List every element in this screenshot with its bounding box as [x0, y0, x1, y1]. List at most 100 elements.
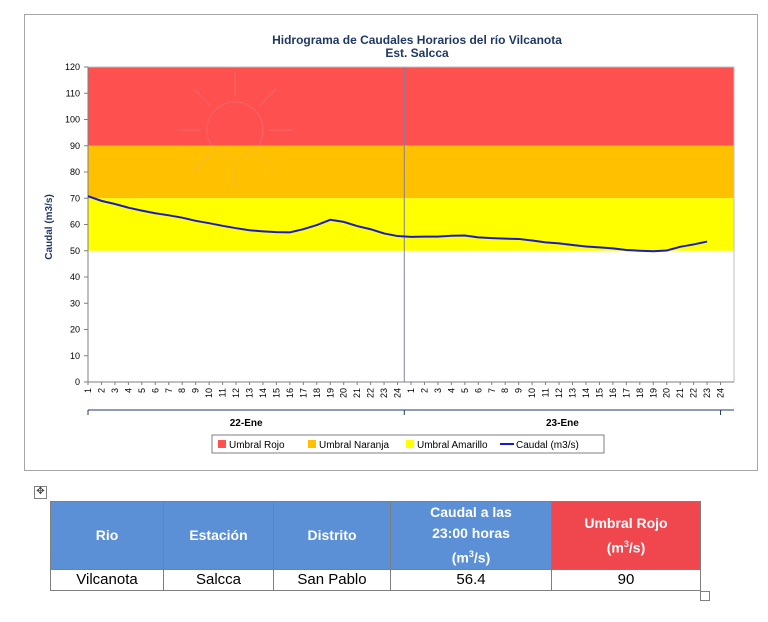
watermark-ray — [193, 153, 212, 172]
x-tick-label: 17 — [621, 388, 631, 398]
x-tick-label: 24 — [393, 388, 403, 398]
band-umbral-rojo — [88, 67, 734, 146]
x-tick-label: 16 — [608, 388, 618, 398]
watermark-ray — [193, 88, 212, 107]
header-caudal-line2: 23:00 horas — [432, 525, 510, 541]
x-tick-label: 5 — [137, 388, 147, 393]
day-label: 22-Ene — [230, 418, 263, 429]
x-tick-label: 3 — [110, 388, 120, 393]
cell-distrito: San Pablo — [273, 568, 391, 591]
cell-estacion: Salcca — [163, 568, 274, 591]
x-tick-label: 5 — [460, 388, 470, 393]
header-caudal-line1: Caudal a las — [430, 504, 512, 520]
x-tick-label: 2 — [96, 388, 106, 393]
move-arrows-icon[interactable]: ✥ — [34, 486, 47, 499]
x-tick-label: 22 — [689, 388, 699, 398]
x-tick-label: 12 — [231, 388, 241, 398]
watermark-ray — [258, 153, 277, 172]
x-tick-label: 20 — [662, 388, 672, 398]
legend-item-umbral-amarillo-swatch — [406, 440, 414, 448]
watermark-ray — [258, 88, 277, 107]
header-caudal-unit-sup: 3 — [468, 549, 474, 559]
chart-legend: Umbral Rojo Umbral Naranja Umbral Amarillo… — [211, 434, 605, 454]
header-umbral-unit-sup: 3 — [623, 538, 629, 549]
y-tick-label: 40 — [70, 272, 80, 282]
y-tick-label: 110 — [66, 88, 80, 98]
cell-rio: Vilcanota — [50, 568, 164, 591]
header-rio: Rio — [50, 501, 164, 570]
x-tick-label: 14 — [581, 388, 591, 398]
x-tick-label: 11 — [541, 388, 551, 397]
x-tick-label: 4 — [123, 388, 133, 393]
x-tick-label: 1 — [406, 388, 416, 393]
y-tick-label: 100 — [65, 115, 80, 125]
hydrograph-chart: Hidrograma de Caudales Horarios del río … — [44, 33, 735, 454]
x-tick-label: 10 — [204, 388, 214, 398]
x-tick-label: 24 — [716, 388, 726, 398]
resize-square-icon[interactable] — [700, 591, 710, 601]
day-label: 23-Ene — [546, 418, 579, 429]
header-umbral-unit-a: (m — [606, 539, 624, 556]
x-tick-label: 23 — [379, 388, 389, 398]
chart-title: Hidrograma de Caudales Horarios del río … — [272, 33, 562, 47]
x-tick-label: 18 — [635, 388, 645, 398]
cell-caudal: 56.4 — [390, 568, 552, 591]
x-tick-label: 11 — [218, 388, 228, 397]
x-axis: 1 2 3 4 5 6 7 8 9 10 11 12 13 14 15 16 17 18 19 20 21 22 23 24 1… — [83, 381, 734, 429]
x-tick-label: 9 — [191, 388, 201, 393]
x-tick-label: 19 — [325, 388, 335, 398]
y-tick-label: 60 — [70, 220, 80, 230]
x-tick-label: 6 — [150, 388, 160, 393]
table-row: Vilcanota Salcca San Pablo 56.4 90 — [50, 568, 701, 591]
threshold-bands — [87, 66, 735, 383]
chart-frame: Hidrograma de Caudales Horarios del río … — [24, 14, 758, 471]
sun-watermark-icon — [177, 72, 293, 188]
cell-umbral: 90 — [551, 568, 701, 591]
x-tick-label: 15 — [271, 388, 281, 398]
x-tick-label: 3 — [433, 388, 443, 393]
x-tick-label: 22 — [366, 388, 376, 398]
x-tick-label: 13 — [245, 388, 255, 398]
x-tick-label: 21 — [352, 388, 362, 398]
y-tick-label: 120 — [65, 62, 80, 72]
y-tick-label: 0 — [75, 377, 80, 387]
x-tick-label: 10 — [527, 388, 537, 398]
legend-item-umbral-naranja: Umbral Naranja — [319, 440, 389, 451]
legend-item-umbral-rojo-swatch — [218, 440, 226, 448]
x-tick-label: 1 — [83, 388, 93, 393]
y-tick-label: 10 — [70, 351, 80, 361]
y-axis-label: Caudal (m3/s) — [44, 194, 55, 260]
x-tick-label: 13 — [568, 388, 578, 398]
legend-item-umbral-naranja-swatch — [308, 440, 316, 448]
x-tick-label: 20 — [339, 388, 349, 398]
x-tick-label: 8 — [177, 388, 187, 393]
header-caudal-unit-b: /s) — [473, 549, 491, 566]
x-tick-label: 14 — [258, 388, 268, 398]
x-tick-label: 9 — [514, 388, 524, 393]
header-umbral-line1: Umbral Rojo — [584, 514, 668, 531]
x-tick-label: 7 — [164, 388, 174, 393]
x-tick-label: 4 — [446, 388, 456, 393]
header-caudal-unit-a: (m — [451, 549, 469, 566]
header-estacion: Estación — [163, 501, 274, 570]
x-tick-label: 17 — [298, 388, 308, 398]
x-tick-label: 12 — [554, 388, 564, 398]
y-axis: 0 10 20 30 40 50 60 70 80 90 100 110 120 — [65, 62, 89, 387]
y-tick-label: 30 — [70, 298, 80, 308]
x-tick-label: 15 — [594, 388, 604, 398]
legend-item-caudal-m3-s: Caudal (m3/s) — [516, 440, 579, 451]
x-tick-label: 23 — [702, 388, 712, 398]
header-caudal: Caudal a las 23:00 horas (m3/s) — [390, 501, 552, 570]
x-tick-label: 2 — [419, 388, 429, 393]
header-distrito: Distrito — [273, 501, 391, 570]
y-tick-label: 20 — [70, 325, 80, 335]
header-umbral: Umbral Rojo (m3/s) — [551, 501, 701, 570]
y-tick-label: 90 — [70, 141, 80, 151]
legend-item-umbral-rojo: Umbral Rojo — [229, 440, 285, 451]
y-tick-label: 50 — [70, 246, 80, 256]
caudal-series-line — [87, 195, 708, 253]
x-tick-label: 8 — [500, 388, 510, 393]
band-umbral-amarillo — [88, 198, 734, 251]
band-umbral-naranja — [88, 145, 734, 199]
x-tick-label: 19 — [648, 388, 658, 398]
